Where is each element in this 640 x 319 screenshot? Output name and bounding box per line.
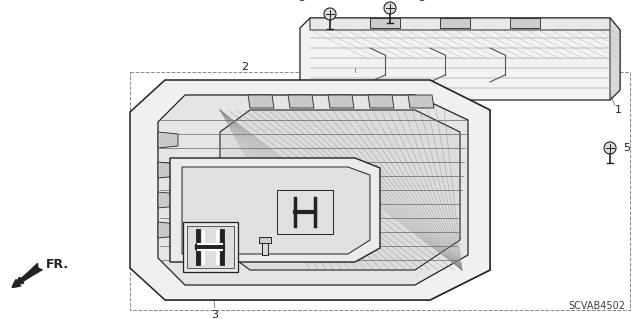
Text: FR.: FR.	[46, 258, 69, 271]
Bar	[277, 190, 333, 234]
Polygon shape	[610, 18, 620, 100]
Polygon shape	[158, 132, 178, 148]
Text: 3: 3	[211, 310, 218, 319]
Polygon shape	[130, 80, 490, 300]
Polygon shape	[182, 167, 370, 254]
Polygon shape	[408, 95, 434, 108]
Text: 2: 2	[241, 62, 248, 72]
Bar	[130, 72, 630, 310]
Text: SCVAB4502: SCVAB4502	[568, 301, 625, 311]
Polygon shape	[170, 158, 380, 262]
Bar	[262, 241, 268, 255]
Polygon shape	[158, 222, 178, 238]
Polygon shape	[288, 95, 314, 108]
Polygon shape	[248, 95, 274, 108]
Text: 5: 5	[418, 0, 425, 3]
Polygon shape	[220, 110, 460, 270]
Circle shape	[324, 8, 336, 20]
Polygon shape	[158, 192, 178, 208]
Polygon shape	[310, 18, 620, 30]
Polygon shape	[440, 18, 470, 28]
Polygon shape	[158, 162, 178, 178]
Circle shape	[604, 142, 616, 154]
Text: 1: 1	[615, 105, 622, 115]
Polygon shape	[510, 18, 540, 28]
Bar	[183, 222, 238, 272]
Bar	[259, 237, 271, 243]
Text: 4: 4	[276, 260, 283, 270]
Polygon shape	[300, 18, 620, 100]
Circle shape	[384, 2, 396, 14]
Polygon shape	[158, 95, 468, 285]
Polygon shape	[328, 95, 354, 108]
Bar	[187, 226, 234, 268]
Polygon shape	[368, 95, 394, 108]
Polygon shape	[370, 18, 400, 28]
Polygon shape	[430, 80, 490, 300]
Text: 5: 5	[298, 0, 305, 3]
Text: 5: 5	[623, 143, 630, 153]
Polygon shape	[165, 270, 490, 300]
